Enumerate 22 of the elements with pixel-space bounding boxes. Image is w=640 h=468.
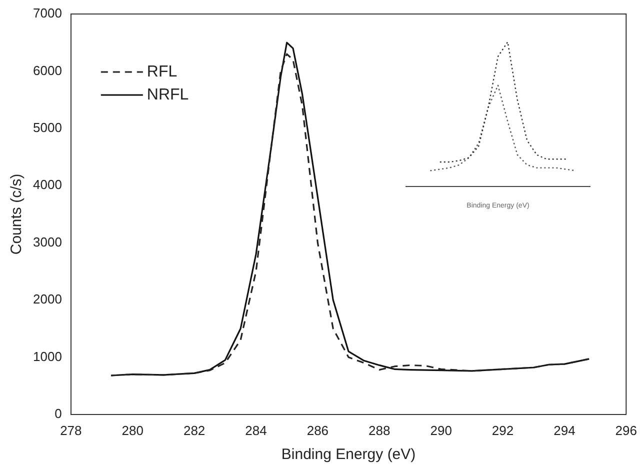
y-tick-label: 5000 (33, 120, 62, 135)
y-tick-label: 7000 (33, 6, 62, 21)
y-tick-label: 3000 (33, 234, 62, 250)
x-tick-label: 286 (306, 422, 329, 438)
y-tick-label: 1000 (33, 348, 62, 364)
y-tick-label: 0 (54, 406, 62, 421)
x-tick-label: 284 (245, 422, 267, 438)
y-tick-label: 2000 (33, 292, 62, 307)
x-tick-label: 278 (60, 422, 82, 438)
x-tick-label: 292 (492, 422, 514, 438)
legend-label: RFL (146, 63, 178, 80)
x-tick-label: 288 (368, 422, 390, 438)
legend-label: NRFL (146, 86, 189, 104)
y-axis-title: Counts (c/s) (8, 174, 26, 255)
x-tick-label: 280 (122, 422, 144, 438)
x-tick-label: 290 (430, 422, 452, 438)
y-tick-label: 4000 (33, 177, 62, 192)
x-tick-label: 294 (554, 422, 576, 438)
y-tick-label: 6000 (33, 62, 62, 78)
x-tick-label: 282 (183, 422, 206, 438)
x-tick-label: 296 (615, 422, 638, 438)
x-axis-title: Binding Energy (eV) (281, 446, 416, 464)
